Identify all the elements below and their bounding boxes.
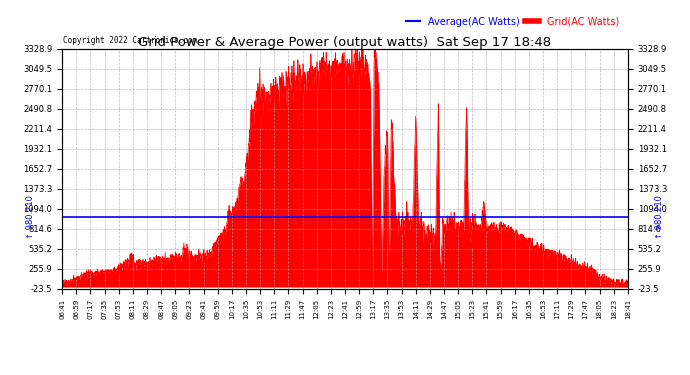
Text: Copyright 2022 Cartronics.com: Copyright 2022 Cartronics.com bbox=[63, 36, 197, 45]
Text: ↑ 980.210: ↑ 980.210 bbox=[655, 195, 664, 239]
Title: Grid Power & Average Power (output watts)  Sat Sep 17 18:48: Grid Power & Average Power (output watts… bbox=[139, 36, 551, 49]
Text: ↑ 980.210: ↑ 980.210 bbox=[26, 195, 35, 239]
Legend: Average(AC Watts), Grid(AC Watts): Average(AC Watts), Grid(AC Watts) bbox=[402, 13, 623, 31]
